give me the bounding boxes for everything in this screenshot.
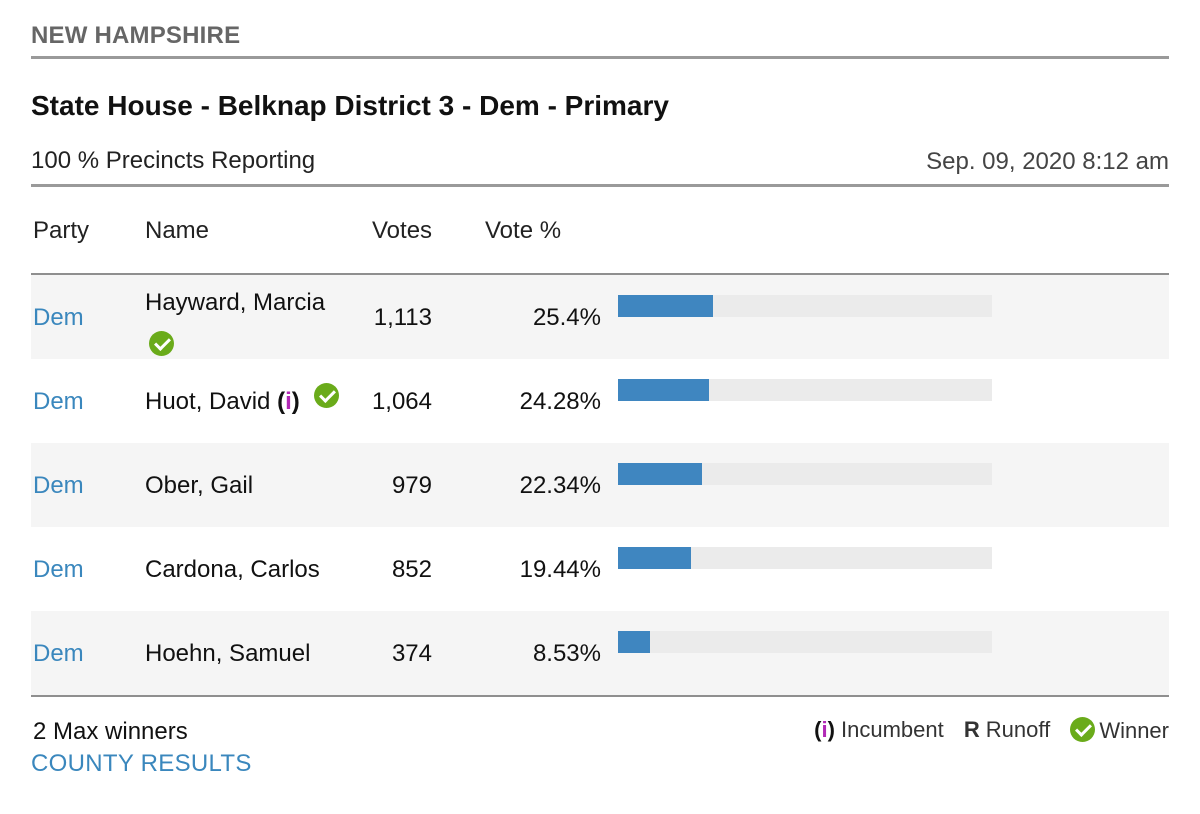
vote-bar-fill	[618, 379, 709, 401]
vote-count: 374	[391, 640, 432, 667]
candidate-name: Hayward, Marcia	[145, 289, 326, 356]
divider	[31, 695, 1169, 697]
updated-timestamp: Sep. 09, 2020 8:12 am	[926, 148, 1169, 175]
column-header-party: Party	[33, 217, 90, 244]
legend-runoff: R Runoff	[964, 717, 1050, 743]
candidate-name: Hoehn, Samuel	[145, 640, 311, 667]
precincts-reporting: 100 % Precincts Reporting	[31, 147, 316, 174]
results-table: Dem Hayward, Marcia 1,113 25.4% Dem Huot…	[31, 275, 1169, 695]
vote-percent: 22.34%	[519, 472, 601, 499]
county-results-link[interactable]: COUNTY RESULTS	[31, 750, 252, 777]
incumbent-badge: (i)	[277, 388, 300, 415]
vote-count: 1,113	[373, 304, 432, 331]
vote-bar	[618, 295, 992, 317]
party-link[interactable]: Dem	[33, 304, 84, 331]
party-link[interactable]: Dem	[33, 640, 84, 667]
legend-incumbent: (i) Incumbent	[814, 717, 944, 743]
legend-incumbent-label: Incumbent	[841, 717, 944, 743]
table-header: Party Name Votes Vote %	[0, 217, 1200, 247]
candidate-name: Cardona, Carlos	[145, 556, 320, 583]
state-heading: NEW HAMPSHIRE	[31, 22, 241, 49]
table-row: Dem Cardona, Carlos 852 19.44%	[31, 527, 1169, 611]
table-row: Dem Ober, Gail 979 22.34%	[31, 443, 1169, 527]
column-header-name: Name	[145, 217, 210, 244]
vote-percent: 19.44%	[519, 556, 601, 583]
table-row: Dem Hoehn, Samuel 374 8.53%	[31, 611, 1169, 695]
vote-bar-fill	[618, 631, 650, 653]
candidate-name: Huot, David (i)	[145, 383, 340, 416]
vote-percent: 25.4%	[532, 304, 601, 331]
legend-runoff-label: Runoff	[985, 717, 1051, 743]
vote-percent: 24.28%	[519, 388, 601, 415]
legend-winner-label: Winner	[1099, 717, 1169, 743]
divider	[31, 56, 1169, 59]
race-title: State House - Belknap District 3 - Dem -…	[31, 90, 669, 121]
legend-winner: Winner	[1070, 716, 1169, 744]
column-header-vote-percent: Vote %	[485, 217, 562, 244]
divider	[31, 184, 1169, 187]
table-row: Dem Huot, David (i) 1,064 24.28%	[31, 359, 1169, 443]
vote-count: 979	[391, 472, 432, 499]
check-circle-icon	[1070, 716, 1096, 742]
runoff-marker: R	[963, 717, 980, 743]
party-link[interactable]: Dem	[33, 472, 84, 499]
vote-percent: 8.53%	[532, 640, 601, 667]
candidate-name: Ober, Gail	[145, 472, 254, 499]
incumbent-badge: (i)	[814, 717, 835, 743]
winner-check-icon	[149, 331, 174, 356]
vote-bar-fill	[618, 463, 702, 485]
divider	[31, 273, 1169, 275]
vote-bar-fill	[618, 547, 691, 569]
legend: (i) Incumbent R Runoff Winner	[814, 716, 1169, 744]
candidate-name-text: Hayward, Marcia	[145, 289, 326, 316]
vote-bar	[618, 463, 992, 485]
vote-count: 1,064	[371, 388, 432, 415]
column-header-votes: Votes	[372, 217, 433, 244]
winner-check-icon	[314, 383, 340, 409]
party-link[interactable]: Dem	[33, 388, 84, 415]
vote-bar	[618, 631, 992, 653]
candidate-name-text: Huot, David	[145, 388, 271, 415]
party-link[interactable]: Dem	[33, 556, 84, 583]
vote-count: 852	[391, 556, 432, 583]
table-row: Dem Hayward, Marcia 1,113 25.4%	[31, 275, 1169, 359]
vote-bar-fill	[618, 295, 713, 317]
vote-bar	[618, 547, 992, 569]
max-winners: 2 Max winners	[33, 718, 188, 745]
vote-bar	[618, 379, 992, 401]
